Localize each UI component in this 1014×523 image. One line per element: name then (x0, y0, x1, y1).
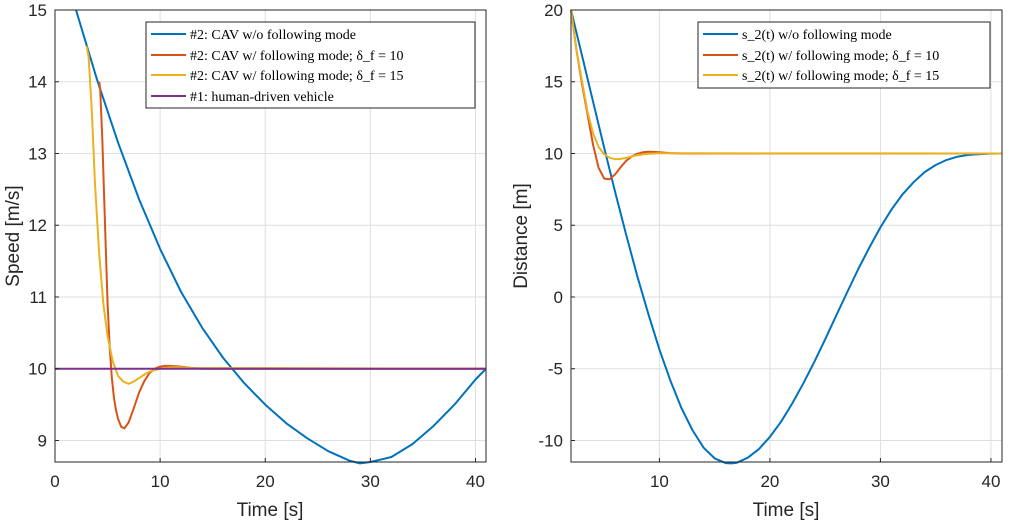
speed-y-tick-label: 9 (38, 431, 47, 450)
speed-legend-box (145, 21, 476, 109)
speed-legend-entry-3: #1: human-driven vehicle (190, 90, 334, 105)
distance-legend-entry-0: s_2(t) w/o following mode (742, 28, 892, 43)
distance-x-tick-label: 10 (650, 472, 669, 491)
speed-y-tick-label: 11 (29, 288, 47, 307)
speed-series-line-2 (85, 45, 487, 385)
speed-series-line-1 (98, 81, 486, 430)
distance-legend-entry-2: s_2(t) w/ following mode; δ_f = 15 (742, 69, 939, 84)
speed-x-tick-label: 10 (151, 472, 170, 491)
speed-ticks: 0 10 20 30 40 9 10 11 12 13 14 15 (28, 1, 485, 491)
distance-y-tick-label: 20 (544, 1, 563, 20)
speed-y-tick-label: 12 (28, 216, 47, 235)
distance-series-line-0 (570, 9, 1003, 465)
distance-x-tick-label: 30 (871, 472, 890, 491)
distance-y-tick-label: 0 (554, 288, 563, 307)
distance-x-tick-label: 40 (981, 472, 1000, 491)
speed-legend: #2: CAV w/o following mode #2: CAV w/ fo… (145, 21, 476, 109)
distance-ticks: 10 20 30 40 -10 -5 0 5 10 15 20 (538, 1, 1000, 491)
speed-series (55, 9, 487, 465)
speed-x-tick-label: 20 (256, 472, 275, 491)
speed-y-tick-label: 13 (28, 144, 47, 163)
speed-legend-entry-2: #2: CAV w/ following mode; δ_f = 15 (190, 69, 403, 84)
distance-y-tick-label: -10 (538, 431, 563, 450)
distance-legend: s_2(t) w/o following mode s_2(t) w/ foll… (697, 21, 991, 89)
distance-y-tick-label: -5 (548, 360, 563, 379)
speed-x-tick-label: 40 (466, 472, 485, 491)
speed-x-axis-label: Time [s] (237, 500, 304, 521)
speed-y-axis-label: Speed [m/s] (3, 185, 24, 286)
distance-x-tick-label: 20 (760, 472, 779, 491)
speed-legend-entry-0: #2: CAV w/o following mode (190, 28, 356, 43)
distance-legend-entry-1: s_2(t) w/ following mode; δ_f = 10 (742, 49, 939, 64)
speed-x-tick-label: 30 (361, 472, 380, 491)
distance-y-tick-label: 15 (544, 73, 563, 92)
distance-x-axis-label: Time [s] (753, 500, 820, 521)
distance-y-tick-label: 5 (554, 216, 563, 235)
speed-y-tick-label: 15 (28, 1, 47, 20)
speed-y-tick-label: 10 (28, 360, 47, 379)
distance-chart: 10 20 30 40 -10 -5 0 5 10 15 20 Time [s] Distance … (511, 1, 1003, 521)
speed-legend-entry-1: #2: CAV w/ following mode; δ_f = 10 (190, 49, 403, 64)
speed-axes-frame (54, 9, 487, 463)
distance-series-line-1 (570, 9, 1002, 181)
distance-series-line-2 (570, 9, 1003, 161)
distance-axes-frame (570, 9, 1003, 463)
speed-series-line-0 (75, 9, 487, 465)
distance-series (570, 9, 1003, 465)
distance-y-axis-label: Distance [m] (511, 183, 532, 289)
distance-legend-box (697, 21, 991, 89)
speed-chart: 0 10 20 30 40 9 10 11 12 13 14 15 Time [s] Speed [m… (3, 1, 487, 521)
speed-y-tick-label: 14 (28, 73, 47, 92)
speed-x-tick-label: 0 (50, 472, 59, 491)
distance-y-tick-label: 10 (544, 144, 563, 163)
